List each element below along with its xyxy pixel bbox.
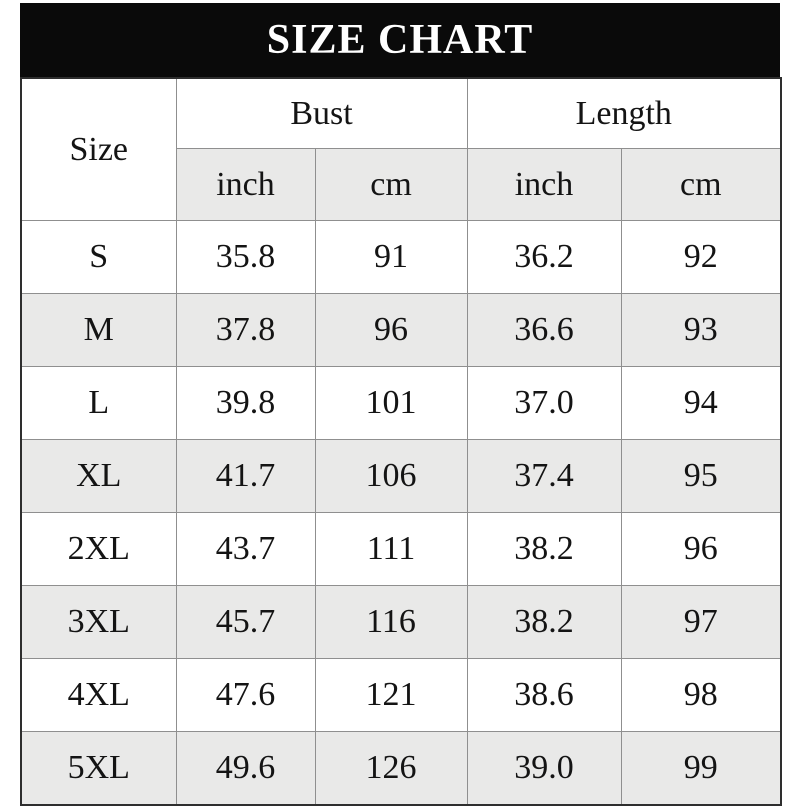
length-cm-cell: 99 <box>620 731 782 806</box>
length-inch-cell: 37.4 <box>466 439 622 513</box>
length-cm-cell: 95 <box>620 439 782 513</box>
length-inch-cell: 38.6 <box>466 658 622 732</box>
table-row-2xl: 2XL 43.7 111 38.2 96 <box>20 512 782 586</box>
table-row-4xl: 4XL 47.6 121 38.6 98 <box>20 658 782 732</box>
bust-inch-cell: 47.6 <box>175 658 316 732</box>
length-cm-cell: 98 <box>620 658 782 732</box>
header-bust-cm: cm <box>314 148 468 221</box>
length-inch-cell: 38.2 <box>466 585 622 659</box>
bust-inch-cell: 43.7 <box>175 512 316 586</box>
length-inch-cell: 38.2 <box>466 512 622 586</box>
size-chart-title: SIZE CHART <box>266 17 534 63</box>
header-group-row: Size Bust Length <box>20 77 782 221</box>
table-row-m: M 37.8 96 36.6 93 <box>20 293 782 367</box>
header-length: Length <box>466 77 782 149</box>
bust-inch-cell: 37.8 <box>175 293 316 367</box>
length-cm-cell: 97 <box>620 585 782 659</box>
table-row-xl: XL 41.7 106 37.4 95 <box>20 439 782 513</box>
bust-inch-cell: 39.8 <box>175 366 316 440</box>
length-inch-cell: 36.2 <box>466 220 622 294</box>
bust-cm-cell: 121 <box>314 658 468 732</box>
size-chart-table: Size Bust Length inch cm inch cm S 35.8 … <box>20 77 783 806</box>
length-cm-cell: 93 <box>620 293 782 367</box>
size-cell: L <box>20 366 177 440</box>
header-bust: Bust <box>175 77 468 149</box>
header-unit-row: inch cm inch cm <box>21 148 782 221</box>
bust-cm-cell: 101 <box>314 366 468 440</box>
size-cell: S <box>20 220 177 294</box>
bust-inch-cell: 49.6 <box>175 731 316 806</box>
length-cm-cell: 94 <box>620 366 782 440</box>
table-row-s: S 35.8 91 36.2 92 <box>20 220 782 294</box>
bust-cm-cell: 111 <box>314 512 468 586</box>
size-chart-title-bar: SIZE CHART <box>20 3 780 77</box>
table-row-3xl: 3XL 45.7 116 38.2 97 <box>20 585 782 659</box>
bust-cm-cell: 116 <box>314 585 468 659</box>
table-row-l: L 39.8 101 37.0 94 <box>20 366 782 440</box>
length-inch-cell: 36.6 <box>466 293 622 367</box>
size-cell: M <box>20 293 177 367</box>
size-cell: 5XL <box>20 731 177 806</box>
size-chart: SIZE CHART Size Bust Length inch cm inch… <box>20 3 783 806</box>
bust-cm-cell: 96 <box>314 293 468 367</box>
header-length-cm: cm <box>620 148 782 221</box>
bust-inch-cell: 45.7 <box>175 585 316 659</box>
bust-cm-cell: 126 <box>314 731 468 806</box>
bust-cm-cell: 106 <box>314 439 468 513</box>
header-length-inch: inch <box>466 148 622 221</box>
length-inch-cell: 39.0 <box>466 731 622 806</box>
size-cell: 2XL <box>20 512 177 586</box>
length-cm-cell: 96 <box>620 512 782 586</box>
bust-inch-cell: 41.7 <box>175 439 316 513</box>
bust-cm-cell: 91 <box>314 220 468 294</box>
header-size: Size <box>20 77 177 221</box>
size-cell: XL <box>20 439 177 513</box>
size-cell: 3XL <box>20 585 177 659</box>
table-row-5xl: 5XL 49.6 126 39.0 99 <box>20 731 782 806</box>
length-cm-cell: 92 <box>620 220 782 294</box>
length-inch-cell: 37.0 <box>466 366 622 440</box>
header-bust-inch: inch <box>175 148 316 221</box>
size-cell: 4XL <box>20 658 177 732</box>
bust-inch-cell: 35.8 <box>175 220 316 294</box>
